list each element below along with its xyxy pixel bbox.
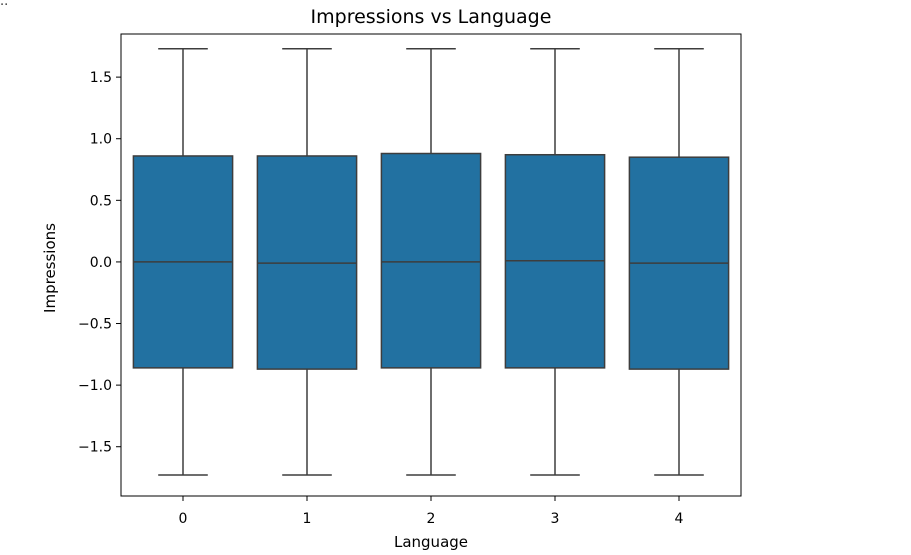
x-axis: 0 1 2 3 4 <box>179 496 684 527</box>
box-group-2 <box>380 48 482 476</box>
y-tick-label: −1.5 <box>78 440 112 456</box>
y-tick-label: 0.0 <box>90 255 112 271</box>
boxes-layer <box>132 48 730 476</box>
x-axis-label: Language <box>394 533 468 551</box>
y-tick-label: 1.5 <box>90 70 112 86</box>
y-tick-label: −0.5 <box>78 317 112 333</box>
x-tick-label: 4 <box>675 511 684 527</box>
y-axis-label: Impressions <box>41 223 59 313</box>
box-group-1 <box>256 48 358 476</box>
y-tick-label: 0.5 <box>90 193 112 209</box>
box-iqr <box>380 152 482 369</box>
x-tick-label: 2 <box>427 511 436 527</box>
corner-mark: .. <box>0 0 9 9</box>
y-axis: −1.5 −1.0 −0.5 0.0 0.5 1.0 1.5 <box>78 70 121 456</box>
x-tick-label: 0 <box>179 511 188 527</box>
x-tick-label: 1 <box>303 511 312 527</box>
chart-title: Impressions vs Language <box>311 6 552 28</box>
y-tick-label: 1.0 <box>90 132 112 148</box>
y-tick-label: −1.0 <box>78 378 112 394</box>
box-group-4 <box>628 48 730 476</box>
box-group-0 <box>132 48 234 476</box>
x-tick-label: 3 <box>551 511 560 527</box>
box-group-3 <box>504 48 606 476</box>
